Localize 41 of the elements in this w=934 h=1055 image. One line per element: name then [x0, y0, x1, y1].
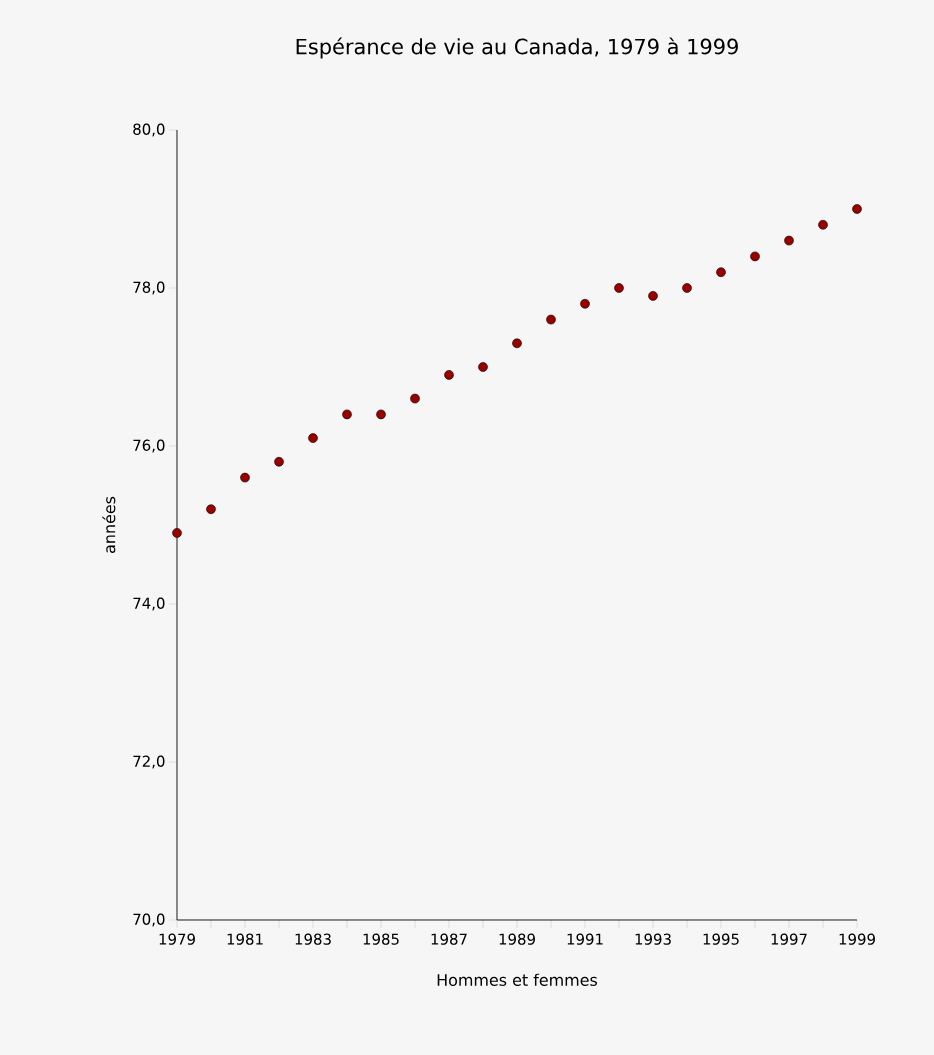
point	[614, 283, 624, 293]
point	[308, 433, 318, 443]
point	[410, 393, 420, 404]
x-tick-label: 1981	[227, 933, 263, 945]
x-tick-label: 1997	[771, 933, 807, 945]
point	[784, 235, 794, 246]
point	[444, 370, 454, 380]
point	[818, 219, 828, 230]
x-tick-label: 1993	[635, 933, 671, 945]
point	[852, 204, 862, 214]
y-tick-label: 76,0	[133, 439, 165, 453]
y-tick-label: 80,0	[133, 123, 165, 137]
point	[274, 456, 284, 467]
x-axis-title: Hommes et femmes	[437, 973, 598, 986]
x-tick-label: 1989	[499, 933, 535, 945]
point	[512, 338, 522, 349]
point	[172, 528, 182, 538]
y-axis-title: années	[102, 496, 116, 553]
x-tick-label: 1991	[567, 933, 603, 945]
x-tick-label: 1979	[159, 933, 195, 945]
point	[206, 504, 216, 514]
y-tick-label: 78,0	[133, 281, 165, 295]
point	[240, 472, 250, 483]
point	[580, 298, 590, 309]
point	[648, 291, 658, 301]
point	[750, 251, 760, 262]
x-tick-label: 1985	[363, 933, 399, 945]
point	[342, 409, 352, 420]
point	[478, 362, 488, 372]
x-tick-label: 1983	[295, 933, 331, 945]
point	[682, 283, 692, 293]
y-tick-label: 74,0	[133, 597, 165, 611]
point	[546, 314, 556, 325]
y-tick-label: 70,0	[133, 913, 165, 927]
x-tick-label: 1995	[703, 933, 739, 945]
x-tick-label: 1987	[431, 933, 467, 945]
y-tick-label: 72,0	[133, 755, 165, 769]
chart-title: Espérance de vie au Canada, 1979 à 1999	[296, 37, 738, 59]
point	[376, 409, 386, 420]
x-tick-label: 1999	[839, 933, 875, 945]
point	[716, 267, 726, 277]
